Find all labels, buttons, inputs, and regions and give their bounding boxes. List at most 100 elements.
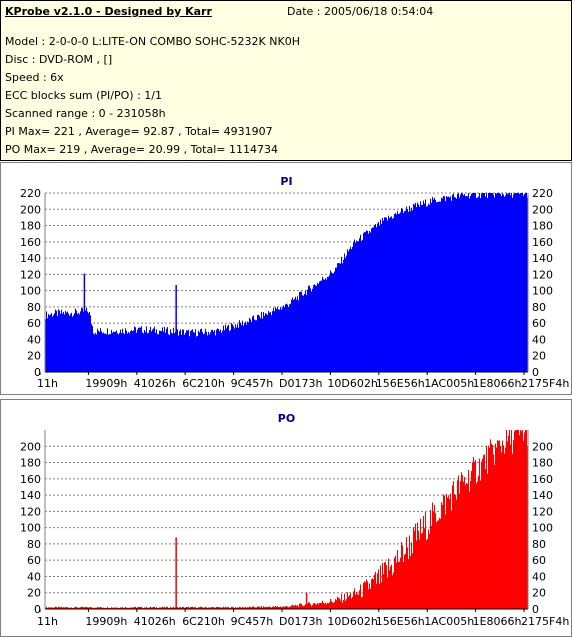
data-bar xyxy=(230,330,231,372)
data-bar xyxy=(107,328,108,372)
x-tick-label: 41026h xyxy=(134,615,176,628)
data-bar xyxy=(181,334,182,372)
data-bar xyxy=(62,607,63,609)
x-tick-label: 19909h xyxy=(85,377,127,390)
data-bar xyxy=(142,332,143,372)
data-bar xyxy=(404,554,405,609)
data-bar xyxy=(481,193,482,372)
data-bar xyxy=(478,196,479,372)
data-bar xyxy=(292,297,293,372)
data-bar xyxy=(168,334,169,372)
data-bar xyxy=(482,458,483,609)
data-bar xyxy=(308,602,309,609)
data-bar xyxy=(114,607,115,609)
data-bar xyxy=(131,607,132,609)
data-bar xyxy=(117,333,118,372)
data-bar xyxy=(184,334,185,372)
data-bar xyxy=(112,332,113,372)
data-bar xyxy=(192,329,193,372)
data-bar xyxy=(382,217,383,372)
data-bar xyxy=(206,331,207,372)
y-tick-label-right: 0 xyxy=(532,366,539,379)
data-bar xyxy=(200,606,201,609)
data-bar xyxy=(296,606,297,609)
data-bar xyxy=(179,331,180,372)
data-bar xyxy=(431,202,432,372)
data-bar xyxy=(338,263,339,372)
data-bar xyxy=(242,606,243,609)
data-bar xyxy=(475,459,476,609)
data-bar xyxy=(280,606,281,609)
data-bar xyxy=(290,606,291,609)
y-tick-label-left: 160 xyxy=(20,473,41,486)
data-bar xyxy=(396,214,397,372)
data-bar xyxy=(89,607,90,609)
data-bar xyxy=(473,193,474,372)
data-bar xyxy=(436,202,437,372)
data-bar xyxy=(123,332,124,372)
data-bar xyxy=(169,335,170,372)
data-bar xyxy=(405,553,406,609)
data-bar xyxy=(64,314,65,372)
data-bar xyxy=(434,197,435,372)
data-bar xyxy=(165,607,166,609)
data-bar xyxy=(177,606,178,609)
data-bar xyxy=(366,230,367,372)
data-bar xyxy=(147,333,148,372)
data-spike xyxy=(305,592,308,609)
data-bar xyxy=(151,607,152,609)
data-bar xyxy=(367,230,368,372)
data-bar xyxy=(321,602,322,609)
data-bar xyxy=(491,443,492,609)
data-bar xyxy=(455,495,456,609)
data-bar xyxy=(471,471,472,609)
y-tick-label-left: 120 xyxy=(20,505,41,518)
data-bar xyxy=(268,606,269,609)
data-bar xyxy=(246,607,247,609)
data-bar xyxy=(508,435,509,609)
data-bar xyxy=(111,329,112,372)
data-bar xyxy=(155,607,156,609)
data-bar xyxy=(170,607,171,609)
data-bar xyxy=(135,327,136,372)
data-bar xyxy=(86,606,87,609)
y-tick-label-right: 100 xyxy=(532,522,553,535)
data-bar xyxy=(146,606,147,609)
data-bar xyxy=(377,223,378,372)
data-bar xyxy=(211,329,212,372)
data-bar xyxy=(240,607,241,609)
pi-chart-panel: PI 0 0 20 20 40 40 60 60 80 80 100 100 120 120 140 140 16… xyxy=(0,162,572,395)
data-bar xyxy=(295,296,296,372)
data-bar xyxy=(287,304,288,372)
data-bar xyxy=(440,201,441,372)
data-bar xyxy=(388,215,389,372)
data-bar xyxy=(436,522,437,609)
data-bar xyxy=(523,195,524,372)
data-bar xyxy=(102,333,103,372)
data-bar xyxy=(127,333,128,372)
x-tick-label: 19909h xyxy=(85,615,127,628)
data-bar xyxy=(187,330,188,372)
data-bar xyxy=(211,607,212,609)
data-bar xyxy=(195,606,196,609)
data-bar xyxy=(213,607,214,609)
data-bar xyxy=(105,607,106,609)
data-bar xyxy=(374,574,375,609)
data-bar xyxy=(92,326,93,372)
data-bar xyxy=(463,195,464,372)
data-bar xyxy=(258,314,259,372)
data-bar xyxy=(52,316,53,372)
data-bar xyxy=(499,440,500,609)
data-bar xyxy=(86,307,87,372)
data-bar xyxy=(325,278,326,372)
data-bar xyxy=(96,607,97,609)
data-bar xyxy=(488,193,489,372)
data-bar xyxy=(418,530,419,609)
data-bar xyxy=(476,197,477,372)
data-bar xyxy=(450,196,451,372)
data-bar xyxy=(376,227,377,372)
data-bar xyxy=(90,606,91,609)
data-bar xyxy=(369,230,370,372)
data-bar xyxy=(354,239,355,372)
data-bar xyxy=(421,533,422,609)
